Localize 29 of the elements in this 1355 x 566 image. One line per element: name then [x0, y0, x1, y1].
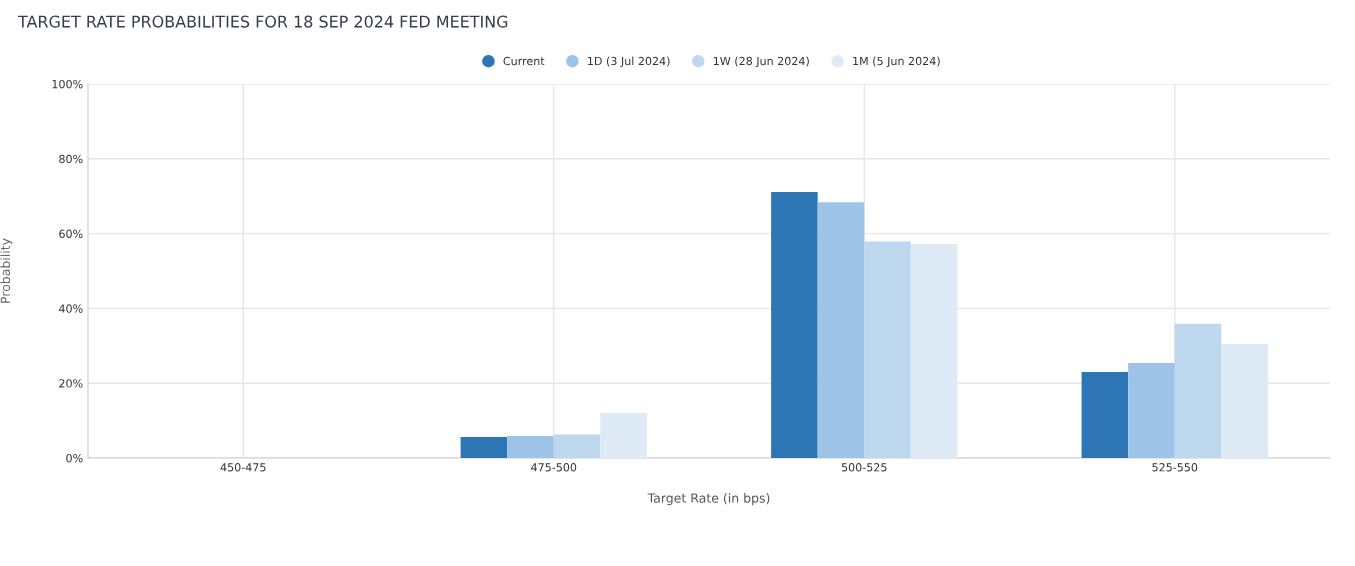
bar: [817, 202, 865, 458]
legend-label: 1W (28 Jun 2024): [713, 56, 809, 68]
bar: [1128, 363, 1175, 458]
chart-title: TARGET RATE PROBABILITIES FOR 18 SEP 2024 FED MEETING: [17, 15, 508, 28]
y-tick-label: 20%: [59, 379, 83, 388]
y-tick-label: 40%: [58, 304, 83, 313]
legend-label: 1M (5 Jun 2024): [853, 56, 940, 68]
legend-label: 1D (3 Jul 2024): [588, 56, 670, 68]
bar: [771, 192, 818, 458]
x-tick-label: 525-550: [1152, 463, 1198, 472]
y-tick-label: 60%: [59, 229, 83, 238]
legend-label: Current: [503, 56, 545, 66]
bar: [910, 244, 958, 458]
x-tick-label: 450-475: [220, 463, 266, 472]
y-tick-label: 100%: [52, 79, 83, 89]
x-axis-title: Target Rate (in bps): [647, 493, 770, 506]
bar: [460, 437, 508, 458]
x-tick-label: 500-525: [841, 463, 887, 472]
bar: [600, 413, 647, 458]
bar: [1081, 371, 1129, 458]
y-tick-label: 0%: [66, 453, 83, 463]
bar: [1221, 343, 1268, 458]
y-tick-label: 80%: [59, 154, 83, 164]
bar: [507, 435, 554, 458]
bar: [1174, 323, 1222, 458]
y-axis-title: Probability: [0, 238, 13, 303]
x-tick-label: 475-500: [531, 463, 577, 472]
bar: [553, 434, 601, 458]
bar: [864, 241, 911, 458]
